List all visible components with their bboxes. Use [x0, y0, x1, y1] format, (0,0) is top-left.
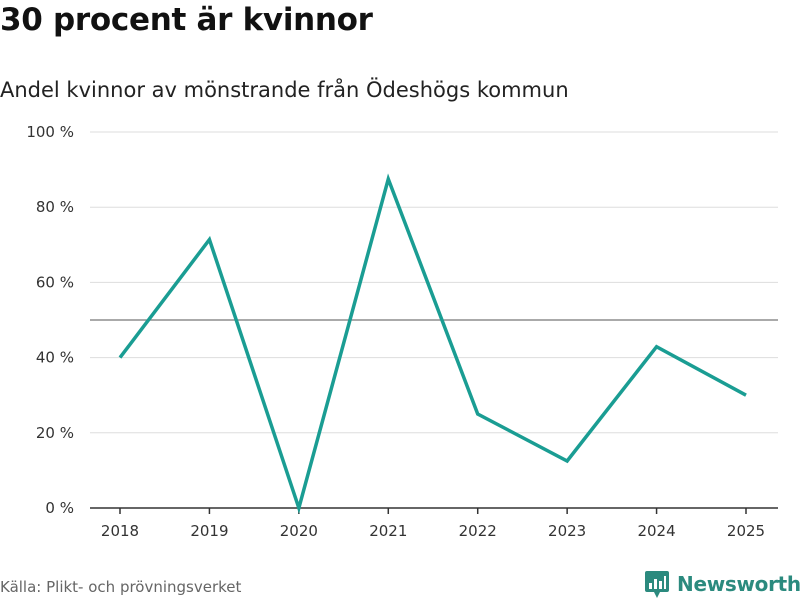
x-tick-label: 2019 [190, 522, 228, 540]
brand-logo: Newsworthy [645, 569, 800, 599]
y-tick-label: 40 % [36, 349, 74, 367]
y-tick-label: 20 % [36, 424, 74, 442]
y-tick-label: 80 % [36, 198, 74, 216]
x-tick-label: 2025 [727, 522, 765, 540]
chart-title: 30 procent är kvinnor [0, 2, 373, 38]
x-tick-label: 2018 [101, 522, 139, 540]
source-note: Källa: Plikt- och prövningsverket [0, 578, 242, 596]
x-tick-label: 2020 [280, 522, 318, 540]
x-tick-label: 2022 [459, 522, 497, 540]
brand-name: Newsworthy [677, 572, 800, 596]
x-tick-label: 2021 [369, 522, 407, 540]
y-tick-label: 60 % [36, 273, 74, 291]
x-tick-label: 2023 [548, 522, 586, 540]
chart-subtitle: Andel kvinnor av mönstrande från Ödeshög… [0, 78, 569, 102]
x-tick-label: 2024 [637, 522, 675, 540]
newsworthy-logo-icon [645, 571, 669, 598]
y-tick-label: 0 % [45, 499, 74, 517]
series-line [118, 173, 747, 515]
y-tick-label: 100 % [26, 123, 74, 141]
